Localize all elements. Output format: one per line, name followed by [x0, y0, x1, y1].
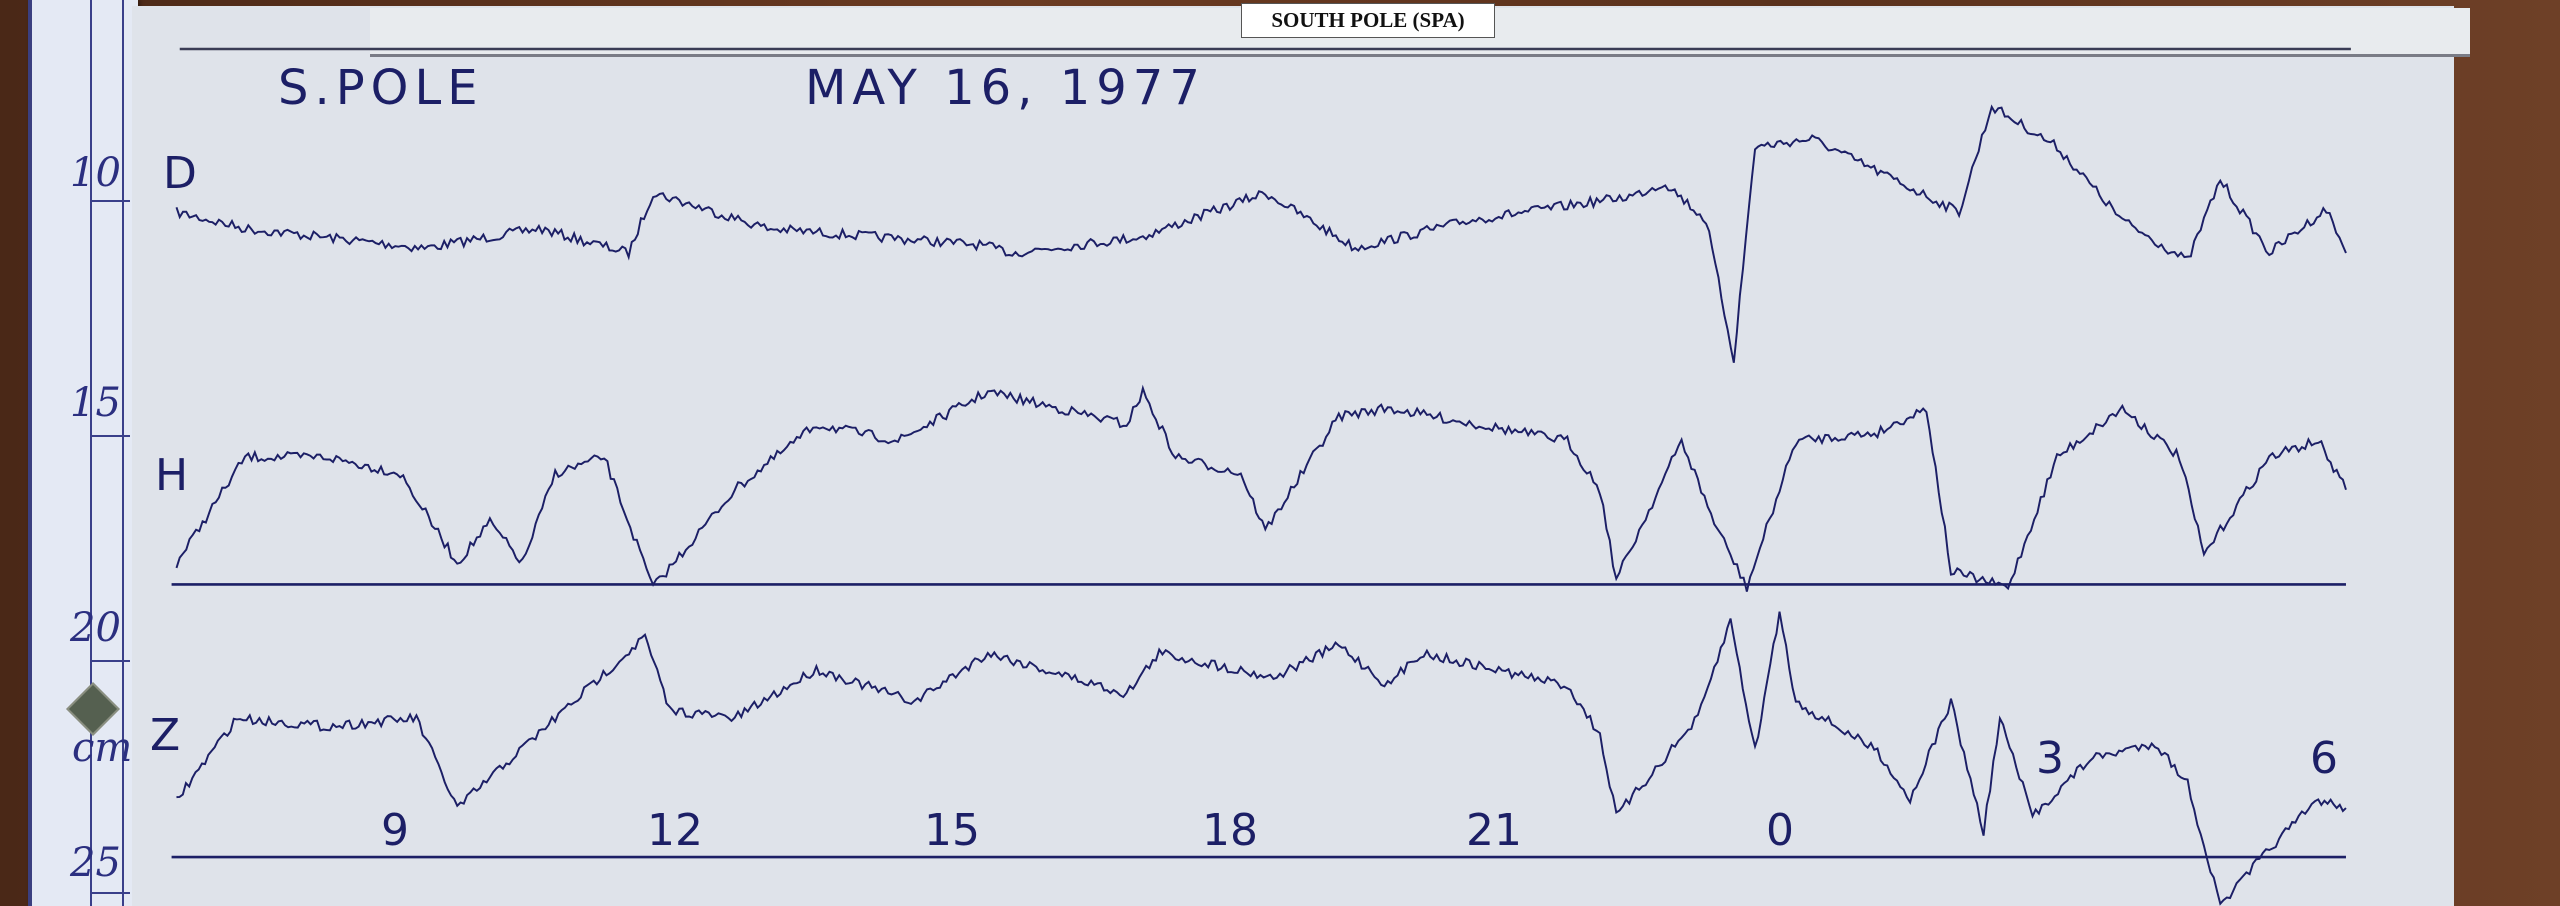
cm-ruler: 10 15 20 cm 25: [28, 0, 138, 906]
hour-label: 0: [1766, 805, 1794, 856]
title-station: S.POLE: [278, 60, 484, 116]
station-label: SOUTH POLE (SPA): [1241, 3, 1495, 38]
channel-label-d: D: [163, 148, 197, 199]
hour-label: 3: [2036, 733, 2064, 784]
hour-label: 18: [1202, 805, 1258, 856]
trace-h: [175, 384, 2347, 592]
hour-label: 6: [2310, 733, 2338, 784]
ruler-label-10: 10: [70, 150, 121, 196]
hour-label: 21: [1466, 805, 1522, 856]
trace-d: [175, 104, 2347, 363]
channel-label-h: H: [155, 450, 189, 501]
hour-label: 15: [924, 805, 980, 856]
hour-label: 9: [381, 805, 409, 856]
ruler-label-20: 20: [70, 605, 121, 651]
ruler-unit-cm: cm: [72, 725, 133, 771]
ruler-label-25: 25: [70, 840, 121, 886]
channel-label-z: Z: [150, 710, 181, 761]
ruler-label-15: 15: [70, 380, 121, 426]
hour-label: 12: [647, 805, 703, 856]
trace-z: [176, 611, 2347, 906]
title-date: MAY 16, 1977: [805, 60, 1206, 116]
